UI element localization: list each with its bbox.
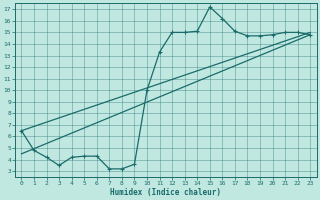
X-axis label: Humidex (Indice chaleur): Humidex (Indice chaleur) xyxy=(110,188,221,197)
